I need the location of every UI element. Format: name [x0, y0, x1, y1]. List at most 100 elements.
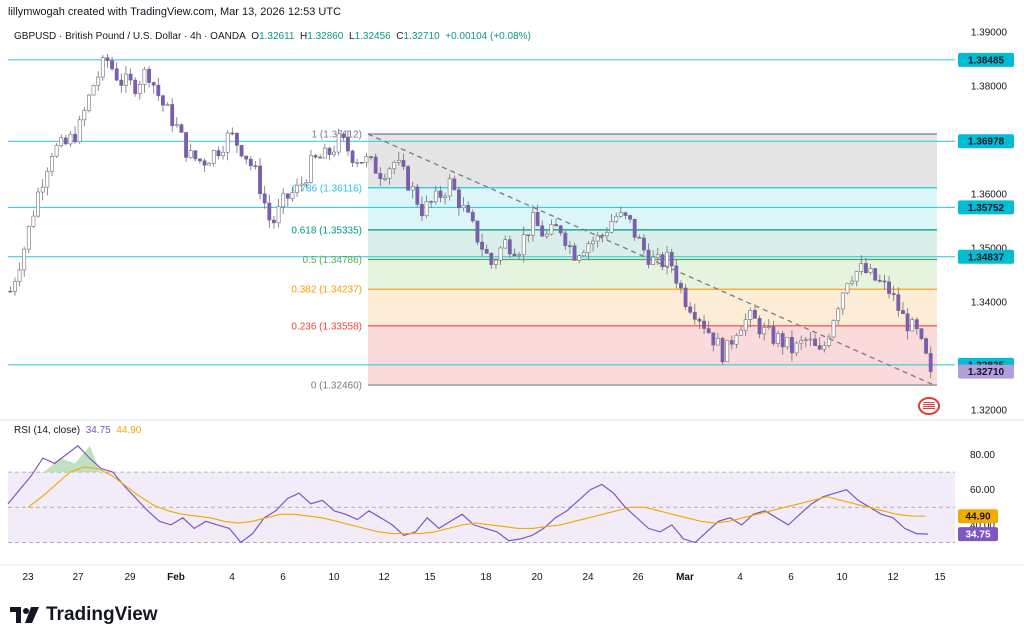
candle-body [725, 340, 730, 363]
candle-body [281, 193, 286, 208]
candle-body [831, 320, 836, 338]
candle-body [517, 254, 521, 257]
candle-body [364, 156, 369, 163]
candle-body [22, 248, 27, 271]
candle-body [739, 329, 743, 336]
candle-body [415, 186, 420, 205]
time-tick-label: 6 [788, 572, 794, 583]
candle-body [406, 166, 410, 191]
candle-body [128, 73, 133, 81]
candle-body [743, 319, 748, 331]
symbol-legend: GBPUSD · British Pound / U.S. Dollar · 4… [14, 31, 531, 42]
price-tick-label: 1.34000 [971, 297, 1008, 308]
candle-body [216, 150, 221, 157]
time-axis: 23 27 29 Feb 4 6 10 12 15 18 20 24 26 Mar 4 6 10 12 15 [0, 564, 1024, 583]
candle-body [207, 163, 212, 166]
candle-body [669, 251, 674, 267]
candle-body [910, 319, 915, 332]
time-tick-label: 23 [22, 572, 34, 583]
candle-body [396, 160, 401, 163]
candle-body [503, 239, 508, 249]
fib-zone-0.236 [368, 325, 937, 386]
candle-body [443, 195, 447, 198]
candle-body [447, 178, 452, 197]
candle-body [142, 68, 147, 85]
candle-body [924, 338, 928, 354]
time-tick-label: 4 [737, 572, 743, 583]
rsi-line [7, 444, 929, 544]
candle-body [147, 68, 151, 83]
candle-body [151, 82, 156, 86]
candle-body [526, 234, 531, 237]
candle-body [494, 259, 498, 265]
candle-body [720, 338, 725, 363]
candle-body [568, 245, 572, 247]
price-tag-label: 1.34837 [968, 252, 1005, 263]
candle-body [452, 178, 457, 191]
candle-body [59, 137, 64, 146]
candle-body [309, 155, 313, 183]
candle-body [873, 268, 878, 281]
candle-body [40, 186, 45, 193]
candle-body [105, 57, 110, 61]
trendline [367, 133, 935, 386]
candle-body [267, 202, 272, 221]
candle-body [618, 212, 623, 217]
fib-label-0: 0 (1.32460) [311, 381, 362, 392]
price-tags: 1.384851.369781.357521.348371.328351.327… [958, 52, 1014, 379]
us-flag-icon[interactable] [918, 397, 940, 415]
price-tick-label: 1.36000 [971, 190, 1008, 201]
price-tag-bg [958, 364, 1014, 379]
candle-body [17, 269, 22, 282]
candle-body [507, 239, 512, 255]
time-tick-label: Feb [167, 572, 185, 583]
chart-caption: lillymwogah created with TradingView.com… [8, 6, 342, 18]
candle-body [165, 104, 170, 106]
candle-body [327, 147, 332, 155]
candle-body [244, 155, 249, 160]
candle-body [387, 168, 392, 179]
candle-body [100, 57, 105, 78]
candle-body [776, 333, 780, 344]
candle-body [581, 252, 586, 256]
rsi-title: RSI (14, close) [14, 425, 81, 436]
candle-body [156, 84, 161, 97]
candle-body [341, 133, 346, 139]
candle-body [110, 60, 114, 70]
candle-body [813, 338, 817, 346]
tradingview-logo[interactable]: TradingView [10, 604, 158, 626]
price-tick-label: 1.32000 [971, 405, 1008, 416]
candle-body [262, 193, 267, 204]
candle-body [424, 201, 429, 216]
candle-body [221, 151, 225, 157]
close-value: 1.32710 [403, 31, 440, 42]
candle-body [248, 158, 253, 166]
rsi-overbought-fill [44, 445, 100, 473]
candle-body [174, 124, 179, 127]
candle-body [623, 212, 628, 216]
candle-body [96, 76, 101, 86]
candle-body [845, 283, 850, 294]
candle-body [651, 256, 656, 265]
candle-body [679, 282, 683, 289]
candle-body [87, 94, 91, 111]
candle-body [272, 219, 276, 224]
candle-body [803, 339, 808, 341]
candle-body [258, 165, 262, 195]
candle-body [304, 182, 309, 185]
candle-body [373, 156, 378, 174]
price-tick-label: 1.38000 [971, 82, 1008, 93]
price-tag-label: 1.36978 [968, 137, 1005, 148]
candle-body [350, 150, 355, 163]
candle-body [554, 224, 558, 227]
fib-zone-0.786 [368, 187, 937, 230]
candle-body [392, 162, 397, 170]
candle-body [77, 119, 82, 143]
candle-body [31, 215, 36, 227]
candle-body [68, 133, 73, 145]
fib-zone-0.618 [368, 229, 937, 260]
candle-body [202, 160, 207, 166]
open-label: O [251, 31, 260, 42]
candle-body [868, 268, 873, 273]
